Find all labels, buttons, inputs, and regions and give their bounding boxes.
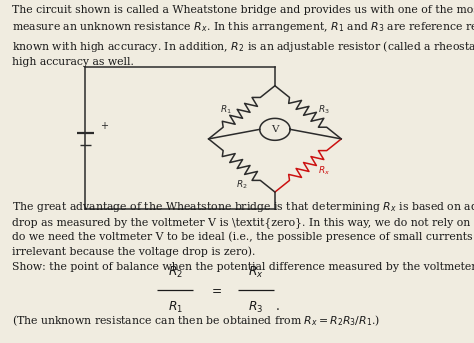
- Text: $R_x$: $R_x$: [248, 264, 264, 280]
- Text: $R_1$: $R_1$: [220, 104, 231, 116]
- Text: V: V: [271, 125, 279, 134]
- Text: $R_x$: $R_x$: [318, 165, 330, 177]
- Text: +: +: [100, 121, 108, 131]
- Text: $R_3$: $R_3$: [318, 104, 330, 116]
- Text: $R_2$: $R_2$: [168, 264, 183, 280]
- Text: The circuit shown is called a Wheatstone bridge and provides us with one of the : The circuit shown is called a Wheatstone…: [12, 5, 474, 67]
- Text: $=$: $=$: [209, 283, 222, 296]
- Text: $R_3$: $R_3$: [248, 300, 264, 315]
- Text: $R_1$: $R_1$: [168, 300, 183, 315]
- Text: (The unknown resistance can then be obtained from $R_x = R_2R_3/R_1$.): (The unknown resistance can then be obta…: [12, 314, 380, 329]
- Text: Show: the point of balance when the potential difference measured by the voltmet: Show: the point of balance when the pote…: [12, 262, 474, 272]
- Text: $R_2$: $R_2$: [236, 179, 247, 191]
- Text: The great advantage of the Wheatstone bridge is that determining $R_x$ is based : The great advantage of the Wheatstone br…: [12, 200, 474, 257]
- Text: .: .: [276, 300, 280, 313]
